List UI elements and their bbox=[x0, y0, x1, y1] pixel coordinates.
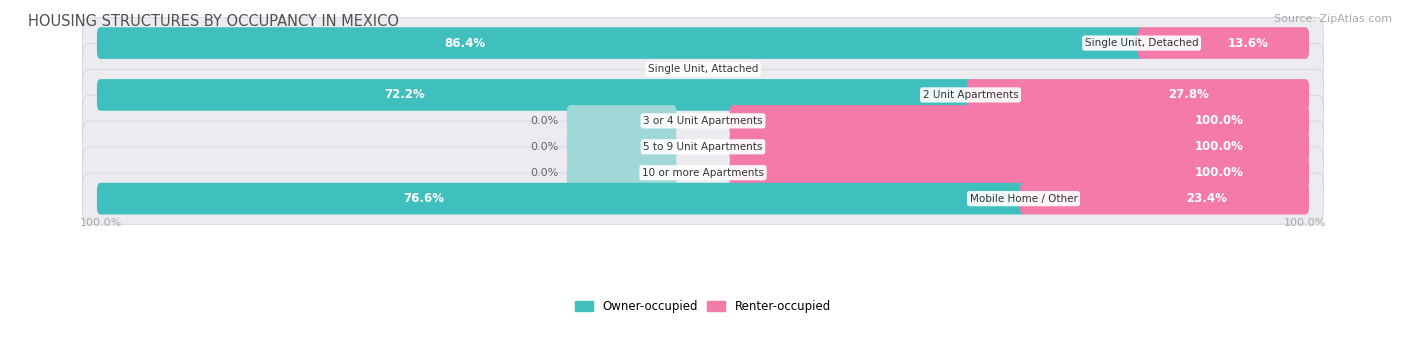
FancyBboxPatch shape bbox=[83, 147, 1323, 198]
Text: 76.6%: 76.6% bbox=[404, 192, 444, 205]
FancyBboxPatch shape bbox=[967, 79, 1309, 111]
Text: 2 Unit Apartments: 2 Unit Apartments bbox=[922, 90, 1018, 100]
Text: 72.2%: 72.2% bbox=[385, 88, 426, 101]
Text: 5 to 9 Unit Apartments: 5 to 9 Unit Apartments bbox=[644, 142, 762, 152]
Text: Single Unit, Detached: Single Unit, Detached bbox=[1085, 38, 1198, 48]
Text: 86.4%: 86.4% bbox=[444, 36, 485, 49]
Text: 0.0%: 0.0% bbox=[530, 168, 558, 178]
FancyBboxPatch shape bbox=[83, 173, 1323, 224]
FancyBboxPatch shape bbox=[730, 105, 1309, 137]
Text: 100.0%: 100.0% bbox=[1195, 166, 1244, 179]
Text: 0.0%: 0.0% bbox=[530, 116, 558, 126]
FancyBboxPatch shape bbox=[567, 131, 676, 163]
Text: Source: ZipAtlas.com: Source: ZipAtlas.com bbox=[1274, 14, 1392, 24]
FancyBboxPatch shape bbox=[730, 131, 1309, 163]
FancyBboxPatch shape bbox=[83, 95, 1323, 147]
FancyBboxPatch shape bbox=[567, 105, 676, 137]
FancyBboxPatch shape bbox=[97, 79, 974, 111]
Text: 23.4%: 23.4% bbox=[1187, 192, 1227, 205]
Text: 0.0%: 0.0% bbox=[530, 142, 558, 152]
Text: 27.8%: 27.8% bbox=[1168, 88, 1209, 101]
FancyBboxPatch shape bbox=[567, 157, 676, 189]
FancyBboxPatch shape bbox=[83, 17, 1323, 69]
FancyBboxPatch shape bbox=[83, 69, 1323, 121]
FancyBboxPatch shape bbox=[83, 43, 1323, 95]
FancyBboxPatch shape bbox=[97, 183, 1028, 214]
Text: 100.0%: 100.0% bbox=[1195, 114, 1244, 127]
FancyBboxPatch shape bbox=[1137, 27, 1309, 59]
Text: 100.0%: 100.0% bbox=[1195, 140, 1244, 153]
FancyBboxPatch shape bbox=[97, 27, 1146, 59]
FancyBboxPatch shape bbox=[730, 157, 1309, 189]
Text: HOUSING STRUCTURES BY OCCUPANCY IN MEXICO: HOUSING STRUCTURES BY OCCUPANCY IN MEXIC… bbox=[28, 14, 399, 29]
Text: 10 or more Apartments: 10 or more Apartments bbox=[643, 168, 763, 178]
Text: 13.6%: 13.6% bbox=[1227, 36, 1268, 49]
Text: 3 or 4 Unit Apartments: 3 or 4 Unit Apartments bbox=[643, 116, 763, 126]
FancyBboxPatch shape bbox=[1019, 183, 1309, 214]
FancyBboxPatch shape bbox=[83, 121, 1323, 173]
Text: Single Unit, Attached: Single Unit, Attached bbox=[648, 64, 758, 74]
Legend: Owner-occupied, Renter-occupied: Owner-occupied, Renter-occupied bbox=[571, 295, 835, 318]
Text: 100.0%: 100.0% bbox=[79, 218, 122, 228]
Text: 100.0%: 100.0% bbox=[1284, 218, 1327, 228]
Text: Mobile Home / Other: Mobile Home / Other bbox=[970, 194, 1077, 204]
